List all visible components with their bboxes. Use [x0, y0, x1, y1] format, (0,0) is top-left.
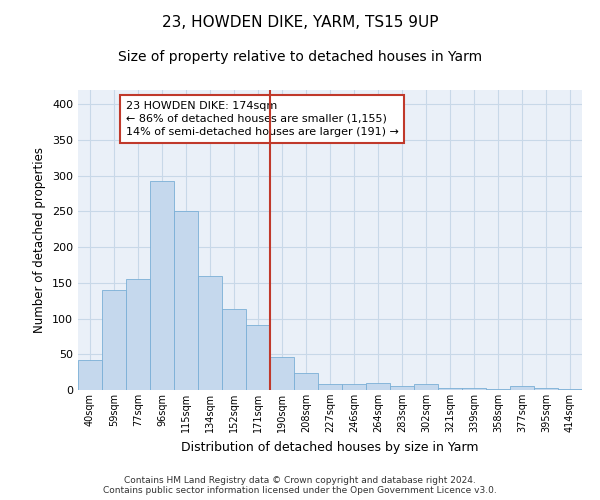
X-axis label: Distribution of detached houses by size in Yarm: Distribution of detached houses by size …	[181, 440, 479, 454]
Text: Size of property relative to detached houses in Yarm: Size of property relative to detached ho…	[118, 50, 482, 64]
Bar	[222, 310, 246, 390]
Text: Contains HM Land Registry data © Crown copyright and database right 2024.
Contai: Contains HM Land Registry data © Crown c…	[103, 476, 497, 495]
Bar	[78, 360, 102, 390]
Bar	[534, 388, 558, 390]
Bar	[366, 383, 390, 390]
Bar	[438, 388, 462, 390]
Bar	[174, 210, 198, 390]
Bar	[126, 280, 150, 390]
Bar	[342, 384, 366, 390]
Bar	[198, 276, 222, 390]
Bar	[486, 388, 510, 390]
Bar	[414, 384, 438, 390]
Bar	[390, 386, 414, 390]
Bar	[462, 388, 486, 390]
Text: 23 HOWDEN DIKE: 174sqm
← 86% of detached houses are smaller (1,155)
14% of semi-: 23 HOWDEN DIKE: 174sqm ← 86% of detached…	[126, 100, 399, 137]
Y-axis label: Number of detached properties: Number of detached properties	[34, 147, 46, 333]
Bar	[150, 180, 174, 390]
Bar	[510, 386, 534, 390]
Bar	[102, 290, 126, 390]
Text: 23, HOWDEN DIKE, YARM, TS15 9UP: 23, HOWDEN DIKE, YARM, TS15 9UP	[162, 15, 438, 30]
Bar	[246, 325, 270, 390]
Bar	[558, 388, 582, 390]
Bar	[294, 373, 318, 390]
Bar	[270, 357, 294, 390]
Bar	[318, 384, 342, 390]
